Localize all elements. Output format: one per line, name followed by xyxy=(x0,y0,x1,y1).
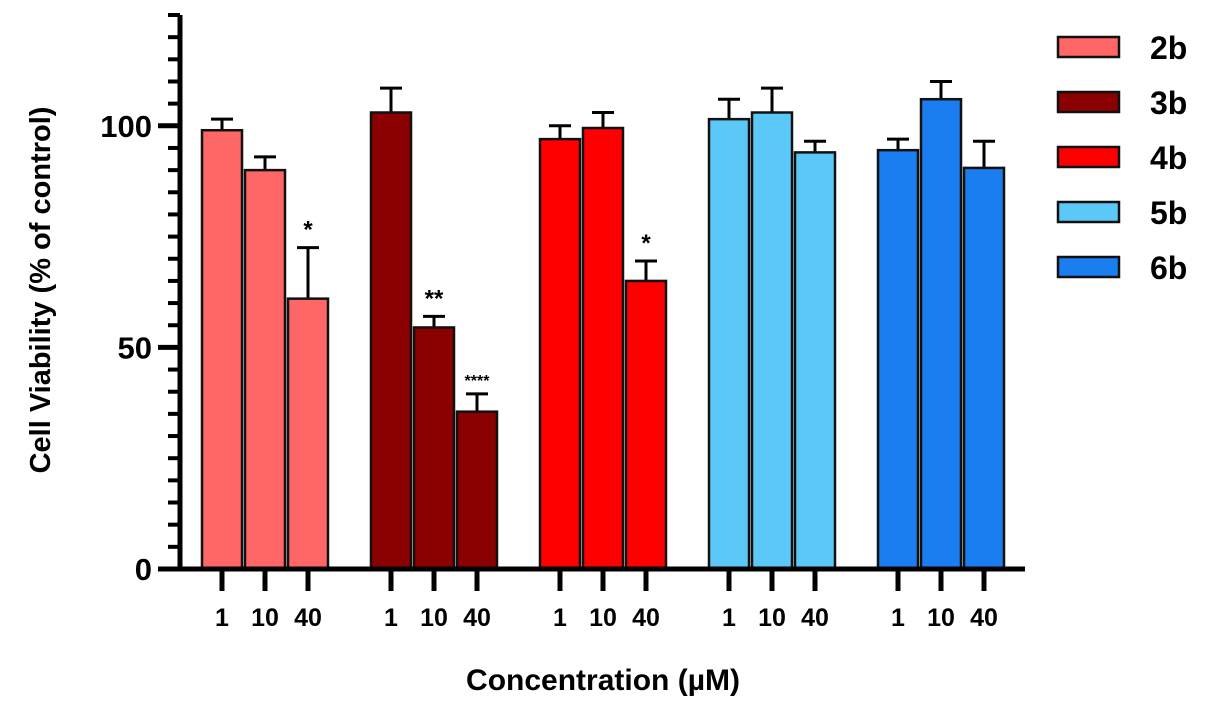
significance-label: **** xyxy=(465,373,491,390)
x-tick-label: 10 xyxy=(758,604,786,632)
y-tick-label: 50 xyxy=(118,330,152,365)
axes-layer: 1 10 40 1 10 40 1 10 40 1 10 40 1 10 40 0 50 100 xyxy=(100,13,1025,632)
significance-label: ** xyxy=(425,285,444,312)
legend-label-6b: 6b xyxy=(1150,250,1187,286)
legend-label-3b: 3b xyxy=(1150,85,1187,121)
bar-2b-1 xyxy=(200,128,244,571)
legend-label-5b: 5b xyxy=(1150,195,1187,231)
legend-label-4b: 4b xyxy=(1150,140,1187,176)
bar-2b-10 xyxy=(243,168,287,571)
x-tick-label: 1 xyxy=(384,604,398,632)
bar-5b-40 xyxy=(793,151,837,571)
bar-2b-40 xyxy=(286,297,330,571)
bar-6b-40 xyxy=(962,166,1006,571)
x-tick-label: 40 xyxy=(294,604,322,632)
x-tick-label: 1 xyxy=(891,604,905,632)
legend-swatch-3b xyxy=(1056,90,1121,114)
x-tick-label: 1 xyxy=(722,604,736,632)
x-tick-label: 1 xyxy=(553,604,567,632)
bar-3b-40 xyxy=(455,410,499,571)
y-axis-label: Cell Viability (% of control) xyxy=(25,107,57,474)
y-tick-label: 100 xyxy=(100,109,152,144)
x-tick-label: 10 xyxy=(251,604,279,632)
x-tick-label: 10 xyxy=(927,604,955,632)
x-axis-label: Concentration (µM) xyxy=(466,664,740,697)
x-tick-label: 1 xyxy=(215,604,229,632)
legend-swatch-6b xyxy=(1056,255,1121,279)
legend: 2b 3b 4b 5b 6b xyxy=(1056,30,1187,286)
bar-4b-1 xyxy=(538,137,582,571)
x-tick-label: 40 xyxy=(801,604,829,632)
bar-4b-40 xyxy=(624,279,668,571)
x-tick-label: 10 xyxy=(420,604,448,632)
bars-layer: ******** xyxy=(200,79,1006,571)
bar-5b-1 xyxy=(707,117,751,571)
bar-6b-1 xyxy=(876,148,920,571)
y-tick-label: 0 xyxy=(135,552,152,587)
legend-swatch-5b xyxy=(1056,200,1121,224)
bar-5b-10 xyxy=(750,111,794,571)
x-tick-label: 10 xyxy=(589,604,617,632)
x-tick-label: 40 xyxy=(632,604,660,632)
significance-label: * xyxy=(303,217,313,244)
legend-swatch-4b xyxy=(1056,145,1121,169)
bar-3b-10 xyxy=(412,326,456,571)
legend-swatch-2b xyxy=(1056,35,1121,59)
bar-6b-10 xyxy=(919,97,963,571)
bar-3b-1 xyxy=(369,111,413,571)
significance-label: * xyxy=(641,230,651,257)
bar-4b-10 xyxy=(581,126,625,571)
legend-label-2b: 2b xyxy=(1150,30,1187,66)
x-tick-label: 40 xyxy=(970,604,998,632)
x-tick-label: 40 xyxy=(463,604,491,632)
